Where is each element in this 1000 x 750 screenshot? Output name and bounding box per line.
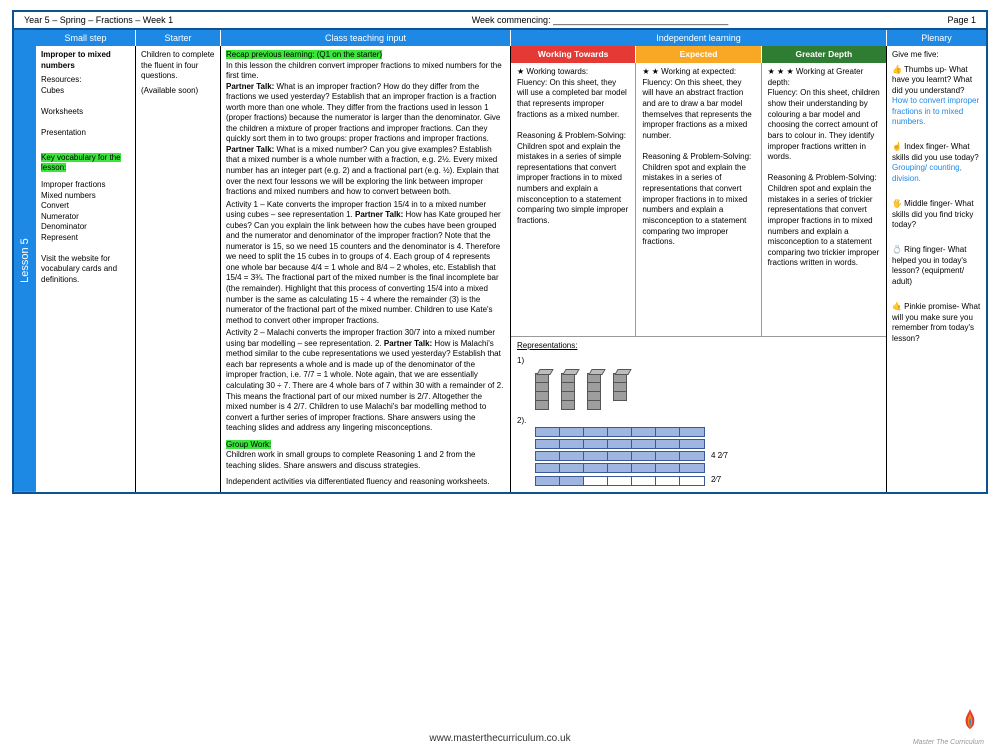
- starter-cell: Children to complete the fluent in four …: [136, 46, 221, 492]
- rep2-label: 2).: [517, 416, 526, 425]
- pt4-label: Partner Talk:: [384, 339, 432, 348]
- visit-note: Visit the website for vocabulary cards a…: [41, 254, 130, 286]
- bars-diagram: 4 2⁄7 2⁄7: [535, 427, 880, 486]
- representations: Representations: 1) 2). 4 2⁄7: [511, 336, 886, 492]
- pt1-label: Partner Talk:: [226, 82, 274, 91]
- th-starter: Starter: [136, 30, 221, 46]
- logo-text: Master The Curriculum: [913, 739, 984, 746]
- starter-avail: (Available soon): [141, 86, 215, 97]
- frac-4-2-7: 4 2⁄7: [711, 451, 728, 462]
- small-step-cell: Improper to mixed numbers Resources: Cub…: [36, 46, 136, 492]
- res-1: Cubes: [41, 86, 130, 97]
- plen-index: ☝ Index finger- What skills did you use …: [892, 142, 981, 163]
- header-left: Year 5 – Spring – Fractions – Week 1: [14, 15, 274, 25]
- teach-p1: In this lesson the children convert impr…: [226, 61, 505, 82]
- ex-body: ★ ★ Working at expected: Fluency: On thi…: [636, 63, 761, 336]
- recap-label: Recap previous learning: (Q1 on the star…: [226, 50, 382, 59]
- plen-intro: Give me five:: [892, 50, 981, 61]
- kv-list: Improper fractions Mixed numbers Convert…: [41, 180, 130, 243]
- logo-flame-icon: [962, 708, 978, 730]
- week-commencing-line: ___________________________________: [553, 15, 728, 25]
- plenary-cell: Give me five: 👍 Thumbs up- What have you…: [887, 46, 986, 492]
- res-2: Worksheets: [41, 107, 130, 118]
- reps-label: Representations:: [517, 341, 880, 352]
- th-indep: Independent learning: [511, 30, 887, 46]
- gd-body: ★ ★ ★ Working at Greater depth: Fluency:…: [762, 63, 886, 336]
- pt2-label: Partner Talk:: [226, 145, 274, 154]
- res-3: Presentation: [41, 128, 130, 139]
- lesson-spine: Lesson 5: [14, 30, 36, 492]
- rep1-label: 1): [517, 356, 524, 365]
- column-headers: Small step Starter Class teaching input …: [36, 30, 986, 46]
- th-teach: Class teaching input: [221, 30, 511, 46]
- header-page: Page 1: [926, 15, 986, 25]
- ih-wt: Working Towards: [511, 46, 636, 63]
- th-small: Small step: [36, 30, 136, 46]
- header-bar: Year 5 – Spring – Fractions – Week 1 Wee…: [12, 10, 988, 28]
- pt3-label: Partner Talk:: [355, 210, 403, 219]
- independent-cell: Working Towards Expected Greater Depth ★…: [511, 46, 887, 492]
- week-commencing-label: Week commencing:: [472, 15, 551, 25]
- pt3-text: How has Kate grouped her cubes? Can you …: [226, 210, 501, 324]
- teaching-cell: Recap previous learning: (Q1 on the star…: [221, 46, 511, 492]
- ih-gd: Greater Depth: [762, 46, 886, 63]
- plen-ring: 💍 Ring finger- What helped you in today'…: [892, 245, 981, 287]
- plen-index-ans: Grouping/ counting, division.: [892, 163, 981, 184]
- small-title: Improper to mixed numbers: [41, 50, 130, 71]
- lesson-grid: Lesson 5 Small step Starter Class teachi…: [12, 28, 988, 494]
- wt-body: ★ Working towards: Fluency: On this shee…: [511, 63, 636, 336]
- ind-text: Independent activities via differentiate…: [226, 477, 505, 488]
- plen-pinkie: 🤙 Pinkie promise- What will you make sur…: [892, 302, 981, 344]
- gw-text: Children work in small groups to complet…: [226, 450, 505, 471]
- footer-url: www.masterthecurriculum.co.uk: [0, 733, 1000, 744]
- kv-label: Key vocabulary for the lesson:: [41, 153, 121, 173]
- plen-thumb-ans: How to convert improper fractions in to …: [892, 96, 981, 128]
- plen-middle: 🖐 Middle finger- What skills did you fin…: [892, 199, 981, 231]
- frac-2-7: 2⁄7: [711, 475, 721, 486]
- pt4-text: How is Malachi's method similar to the c…: [226, 339, 503, 432]
- header-mid: Week commencing: _______________________…: [274, 15, 926, 25]
- cubes-diagram: [535, 370, 880, 410]
- plen-thumb: 👍 Thumbs up- What have you learnt? What …: [892, 65, 981, 97]
- res-label: Resources:: [41, 75, 130, 86]
- ih-ex: Expected: [636, 46, 761, 63]
- starter-text: Children to complete the fluent in four …: [141, 50, 215, 82]
- th-plen: Plenary: [887, 30, 986, 46]
- gw-label: Group Work:: [226, 440, 271, 449]
